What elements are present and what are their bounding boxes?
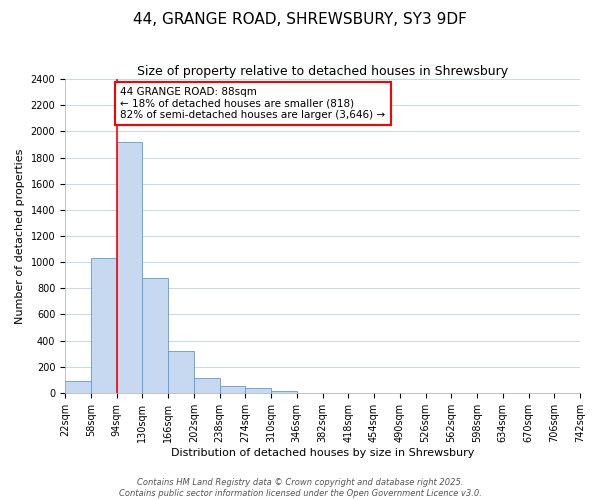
Y-axis label: Number of detached properties: Number of detached properties [15, 148, 25, 324]
Title: Size of property relative to detached houses in Shrewsbury: Size of property relative to detached ho… [137, 65, 508, 78]
Bar [116, 142, 142, 393]
Bar [271, 391, 297, 393]
Bar [245, 388, 271, 393]
Text: 44, GRANGE ROAD, SHREWSBURY, SY3 9DF: 44, GRANGE ROAD, SHREWSBURY, SY3 9DF [133, 12, 467, 28]
X-axis label: Distribution of detached houses by size in Shrewsbury: Distribution of detached houses by size … [171, 448, 474, 458]
Bar [220, 386, 245, 393]
Bar [91, 258, 116, 393]
Bar [168, 351, 194, 393]
Text: 44 GRANGE ROAD: 88sqm
← 18% of detached houses are smaller (818)
82% of semi-det: 44 GRANGE ROAD: 88sqm ← 18% of detached … [121, 87, 386, 120]
Bar [65, 381, 91, 393]
Bar [142, 278, 168, 393]
Text: Contains HM Land Registry data © Crown copyright and database right 2025.
Contai: Contains HM Land Registry data © Crown c… [119, 478, 481, 498]
Bar [194, 378, 220, 393]
